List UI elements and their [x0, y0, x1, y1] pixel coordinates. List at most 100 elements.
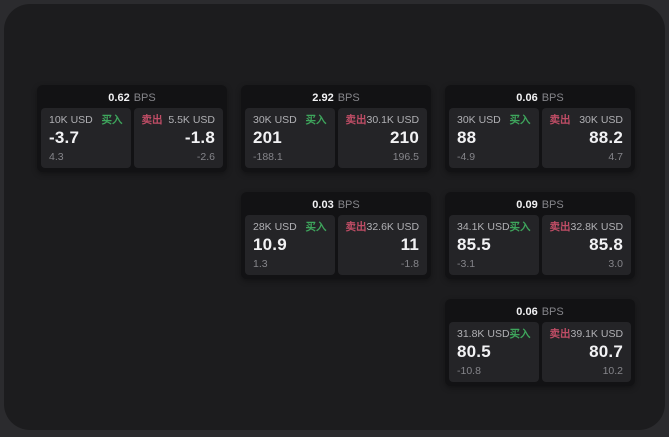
bps-unit-label: BPS	[541, 199, 564, 211]
buy-label: 买入	[509, 114, 531, 126]
card-body: 10K USD 买入 -3.7 4.3 卖出 5.5K USD -1.8 -2.…	[41, 108, 223, 168]
buy-panel-top: 30K USD 买入	[253, 115, 327, 126]
card-header: 0.09 BPS	[449, 196, 631, 215]
sell-size: 39.1K USD	[570, 328, 624, 340]
card-body: 28K USD 买入 10.9 1.3 卖出 32.6K USD 11 -1.8	[245, 215, 427, 275]
card-body: 31.8K USD 买入 80.5 -10.8 卖出 39.1K USD 80.…	[449, 322, 631, 382]
sell-price: 80.7	[589, 341, 623, 361]
sell-panel[interactable]: 卖出 39.1K USD 80.7 10.2	[541, 322, 631, 382]
buy-label: 买入	[305, 114, 327, 126]
buy-size: 34.1K USD	[457, 221, 510, 233]
bps-value: 0.03	[312, 199, 334, 211]
quote-card: 0.62 BPS 10K USD 买入 -3.7 4.3 卖出 5.5K USD…	[37, 85, 227, 172]
buy-price: 201	[253, 127, 282, 147]
sell-delta: 3.0	[608, 257, 623, 270]
sell-price: 11	[400, 234, 419, 254]
buy-price: 88	[457, 127, 477, 147]
bps-unit-label: BPS	[541, 306, 564, 318]
buy-size: 30K USD	[457, 114, 501, 126]
quotes-window: 0.62 BPS 10K USD 买入 -3.7 4.3 卖出 5.5K USD…	[4, 4, 665, 430]
card-header: 0.06 BPS	[449, 89, 631, 108]
bps-value: 0.06	[516, 92, 538, 104]
card-header: 0.03 BPS	[245, 196, 427, 215]
card-body: 30K USD 买入 201 -188.1 卖出 30.1K USD 210 1…	[245, 108, 427, 168]
bps-value: 0.06	[516, 306, 538, 318]
sell-label: 卖出	[549, 221, 571, 233]
card-header: 0.06 BPS	[449, 303, 631, 322]
buy-delta: 1.3	[253, 257, 268, 270]
bps-value: 0.09	[516, 199, 538, 211]
sell-label: 卖出	[141, 114, 163, 126]
buy-delta: 4.3	[49, 150, 64, 163]
quote-card: 0.09 BPS 34.1K USD 买入 85.5 -3.1 卖出 32.8K…	[445, 192, 635, 279]
buy-size: 31.8K USD	[457, 328, 510, 340]
sell-price: 85.8	[589, 234, 623, 254]
sell-price: 210	[390, 127, 419, 147]
buy-size: 28K USD	[253, 221, 297, 233]
quote-card: 0.06 BPS 30K USD 买入 88 -4.9 卖出 30K USD 8…	[445, 85, 635, 172]
card-header: 0.62 BPS	[41, 89, 223, 108]
buy-panel-top: 31.8K USD 买入	[457, 329, 531, 340]
buy-size: 10K USD	[49, 114, 93, 126]
sell-panel[interactable]: 卖出 32.6K USD 11 -1.8	[337, 215, 427, 275]
buy-panel-top: 28K USD 买入	[253, 222, 327, 233]
buy-panel[interactable]: 31.8K USD 买入 80.5 -10.8	[449, 322, 539, 382]
buy-panel[interactable]: 30K USD 买入 88 -4.9	[449, 108, 539, 168]
sell-panel[interactable]: 卖出 30.1K USD 210 196.5	[337, 108, 427, 168]
sell-size: 5.5K USD	[168, 114, 215, 126]
buy-panel[interactable]: 10K USD 买入 -3.7 4.3	[41, 108, 131, 168]
sell-panel[interactable]: 卖出 32.8K USD 85.8 3.0	[541, 215, 631, 275]
sell-price: 88.2	[589, 127, 623, 147]
buy-delta: -3.1	[457, 257, 476, 270]
sell-label: 卖出	[549, 114, 571, 126]
quote-card: 0.06 BPS 31.8K USD 买入 80.5 -10.8 卖出 39.1…	[445, 299, 635, 386]
buy-price: 10.9	[253, 234, 287, 254]
sell-label: 卖出	[549, 328, 571, 340]
sell-panel[interactable]: 卖出 5.5K USD -1.8 -2.6	[133, 108, 223, 168]
bps-unit-label: BPS	[337, 92, 360, 104]
sell-size: 32.6K USD	[366, 221, 420, 233]
sell-delta: 196.5	[392, 150, 419, 163]
buy-panel-top: 10K USD 买入	[49, 115, 123, 126]
sell-label: 卖出	[345, 221, 367, 233]
bps-value: 2.92	[312, 92, 334, 104]
sell-panel-top: 卖出 5.5K USD	[142, 115, 216, 126]
quote-card: 2.92 BPS 30K USD 买入 201 -188.1 卖出 30.1K …	[241, 85, 431, 172]
sell-size: 30K USD	[579, 114, 623, 126]
card-body: 30K USD 买入 88 -4.9 卖出 30K USD 88.2 4.7	[449, 108, 631, 168]
buy-size: 30K USD	[253, 114, 297, 126]
card-header: 2.92 BPS	[245, 89, 427, 108]
buy-price: -3.7	[49, 127, 80, 147]
sell-delta: 4.7	[608, 150, 623, 163]
buy-delta: -4.9	[457, 150, 476, 163]
bps-unit-label: BPS	[133, 92, 156, 104]
sell-panel-top: 卖出 30K USD	[550, 115, 624, 126]
buy-delta: -10.8	[457, 364, 481, 377]
buy-panel-top: 30K USD 买入	[457, 115, 531, 126]
buy-delta: -188.1	[253, 150, 283, 163]
buy-label: 买入	[509, 328, 531, 340]
sell-panel-top: 卖出 32.8K USD	[550, 222, 624, 233]
quote-card: 0.03 BPS 28K USD 买入 10.9 1.3 卖出 32.6K US…	[241, 192, 431, 279]
sell-price: -1.8	[184, 127, 215, 147]
bps-value: 0.62	[108, 92, 130, 104]
sell-delta: -1.8	[400, 257, 419, 270]
buy-label: 买入	[101, 114, 123, 126]
sell-panel[interactable]: 卖出 30K USD 88.2 4.7	[541, 108, 631, 168]
buy-panel[interactable]: 30K USD 买入 201 -188.1	[245, 108, 335, 168]
buy-panel[interactable]: 28K USD 买入 10.9 1.3	[245, 215, 335, 275]
sell-delta: -2.6	[196, 150, 215, 163]
sell-size: 32.8K USD	[570, 221, 624, 233]
buy-price: 80.5	[457, 341, 491, 361]
sell-panel-top: 卖出 30.1K USD	[346, 115, 420, 126]
sell-label: 卖出	[345, 114, 367, 126]
sell-panel-top: 卖出 39.1K USD	[550, 329, 624, 340]
bps-unit-label: BPS	[541, 92, 564, 104]
buy-panel[interactable]: 34.1K USD 买入 85.5 -3.1	[449, 215, 539, 275]
sell-panel-top: 卖出 32.6K USD	[346, 222, 420, 233]
buy-label: 买入	[509, 221, 531, 233]
sell-size: 30.1K USD	[366, 114, 420, 126]
sell-delta: 10.2	[602, 364, 623, 377]
quote-grid: 0.62 BPS 10K USD 买入 -3.7 4.3 卖出 5.5K USD…	[37, 85, 635, 386]
buy-label: 买入	[305, 221, 327, 233]
